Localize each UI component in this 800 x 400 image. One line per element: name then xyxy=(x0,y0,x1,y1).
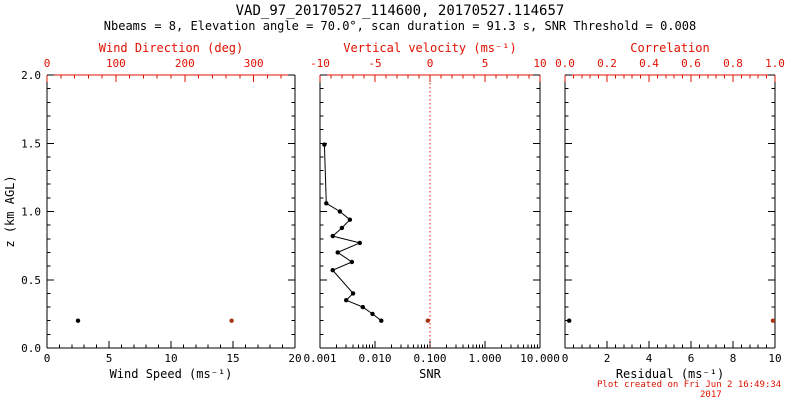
top-tick-label: 0.2 xyxy=(597,57,617,70)
top-tick-label: 0.0 xyxy=(555,57,575,70)
bottom-tick-label: 10.000 xyxy=(520,352,560,365)
bottom-tick-label: 8 xyxy=(730,352,737,365)
wind-speed-point xyxy=(75,318,81,323)
snr-profile-point xyxy=(357,240,362,246)
top-tick-label: 0 xyxy=(427,57,434,70)
snr-profile-point xyxy=(370,311,375,317)
snr-profile-point xyxy=(335,250,340,255)
bottom-tick-label: 0 xyxy=(44,352,51,365)
snr-profile-point xyxy=(330,268,335,273)
bottom-tick-label: 10 xyxy=(768,352,781,365)
bottom-tick-label: 2 xyxy=(604,352,611,365)
top-tick-label: 5 xyxy=(482,57,489,70)
snr-profile-point xyxy=(350,291,356,296)
snr-profile-point xyxy=(330,233,335,239)
snr-profile-point xyxy=(347,217,353,222)
y-tick-label: 0.0 xyxy=(21,342,41,355)
plot-title: VAD_97_20170527_114600, 20170527.114657 xyxy=(236,3,565,19)
top-tick-label: 0.8 xyxy=(723,57,743,70)
residual-point xyxy=(567,318,572,323)
top-tick-label: 1.0 xyxy=(765,57,785,70)
correlation-point xyxy=(770,318,776,323)
bottom-tick-label: 4 xyxy=(646,352,653,365)
plot-subtitle: Nbeams = 8, Elevation angle = 70.0°, sca… xyxy=(104,19,696,33)
top-axis-title: Vertical velocity (ms⁻¹) xyxy=(343,41,516,55)
credit-line-2: 2017 xyxy=(700,390,722,400)
y-tick-label: 1.5 xyxy=(21,137,41,150)
bottom-tick-label: 6 xyxy=(688,352,695,365)
bottom-tick-label: 20 xyxy=(288,352,301,365)
y-tick-label: 2.0 xyxy=(21,69,41,82)
top-axis-title: Correlation xyxy=(630,41,709,55)
top-tick-label: 10 xyxy=(533,57,546,70)
bottom-tick-label: 0 xyxy=(562,352,569,365)
top-tick-label: 0 xyxy=(44,57,51,70)
top-tick-label: 300 xyxy=(244,57,264,70)
snr-profile-point xyxy=(322,142,327,147)
bottom-axis-title: Residual (ms⁻¹) xyxy=(616,367,724,381)
top-tick-label: 200 xyxy=(175,57,195,70)
bottom-tick-label: 10 xyxy=(164,352,177,365)
snr-profile-point xyxy=(379,318,384,323)
top-tick-label: 100 xyxy=(106,57,126,70)
top-tick-label: 0.4 xyxy=(639,57,659,70)
panel-snr: 0.001 0.010 0.100 1.000 10.000 SNR -10 -5 0 5 10 Ve… xyxy=(303,41,559,381)
y-axis-title: z (km AGL) xyxy=(3,175,17,247)
bottom-tick-label: 15 xyxy=(226,352,239,365)
panel-residual: 0 2 4 6 8 10 Residual (ms⁻¹) 0.0 0.2 0.4 0.6 0.8 1.0… xyxy=(555,41,785,381)
y-tick-label: 0.5 xyxy=(21,274,41,287)
top-axis-title: Wind Direction (deg) xyxy=(99,41,244,55)
snr-profile-point xyxy=(349,259,355,265)
bottom-axis-title: SNR xyxy=(419,367,441,381)
panel-wind: 0 5 10 15 20 Wind Speed (ms⁻¹) 0 100 200 300Wind … xyxy=(3,41,302,381)
bottom-tick-label: 0.010 xyxy=(358,352,391,365)
top-tick-label: 0.6 xyxy=(681,57,701,70)
snr-profile-point xyxy=(360,304,365,310)
snr-profile-point xyxy=(337,209,343,214)
bottom-tick-label: 1.000 xyxy=(468,352,501,365)
snr-profile-point xyxy=(344,298,349,303)
snr-profile-point xyxy=(324,201,329,206)
wind-direction-point xyxy=(229,318,234,323)
credit-line-1: Plot created on Fri Jun 2 16:49:34 xyxy=(597,380,781,390)
bottom-tick-label: 0.100 xyxy=(413,352,446,365)
snr-profile-point xyxy=(339,225,345,231)
y-tick-label: 1.0 xyxy=(21,206,41,219)
bottom-tick-label: 5 xyxy=(106,352,113,365)
top-tick-label: -5 xyxy=(368,57,381,70)
bottom-tick-label: 0.001 xyxy=(303,352,336,365)
top-tick-label: -10 xyxy=(310,57,330,70)
vertical-velocity-point xyxy=(425,318,430,323)
bottom-axis-title: Wind Speed (ms⁻¹) xyxy=(110,367,233,381)
